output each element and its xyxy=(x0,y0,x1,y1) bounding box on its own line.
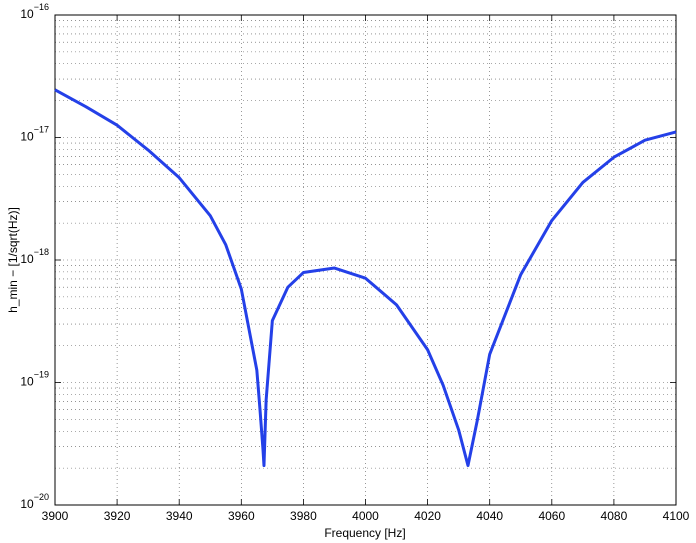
x-tick-label: 3980 xyxy=(290,509,317,523)
plot-frame xyxy=(54,14,677,506)
y-tick-label: 10−19 xyxy=(20,370,49,389)
x-tick-label: 4040 xyxy=(476,509,503,523)
y-tick-label: 10−18 xyxy=(20,247,49,266)
x-tick-label: 3920 xyxy=(104,509,131,523)
y-tick-label: 10−16 xyxy=(20,2,49,21)
x-tick-label: 4020 xyxy=(414,509,441,523)
x-tick-label: 3940 xyxy=(166,509,193,523)
x-tick-label: 3960 xyxy=(228,509,255,523)
x-axis-label: Frequency [Hz] xyxy=(324,526,405,540)
x-tick-label: 4000 xyxy=(352,509,379,523)
x-tick-label: 4100 xyxy=(663,509,690,523)
y-tick-label: 10−17 xyxy=(20,125,49,144)
line-series xyxy=(54,88,677,468)
y-axis-label: h_min − [1/sqrt(Hz)] xyxy=(6,207,20,313)
x-tick-label: 4060 xyxy=(538,509,565,523)
y-tick-label: 10−20 xyxy=(20,492,49,511)
x-tick-label: 3900 xyxy=(42,509,69,523)
x-tick-label: 4080 xyxy=(601,509,628,523)
